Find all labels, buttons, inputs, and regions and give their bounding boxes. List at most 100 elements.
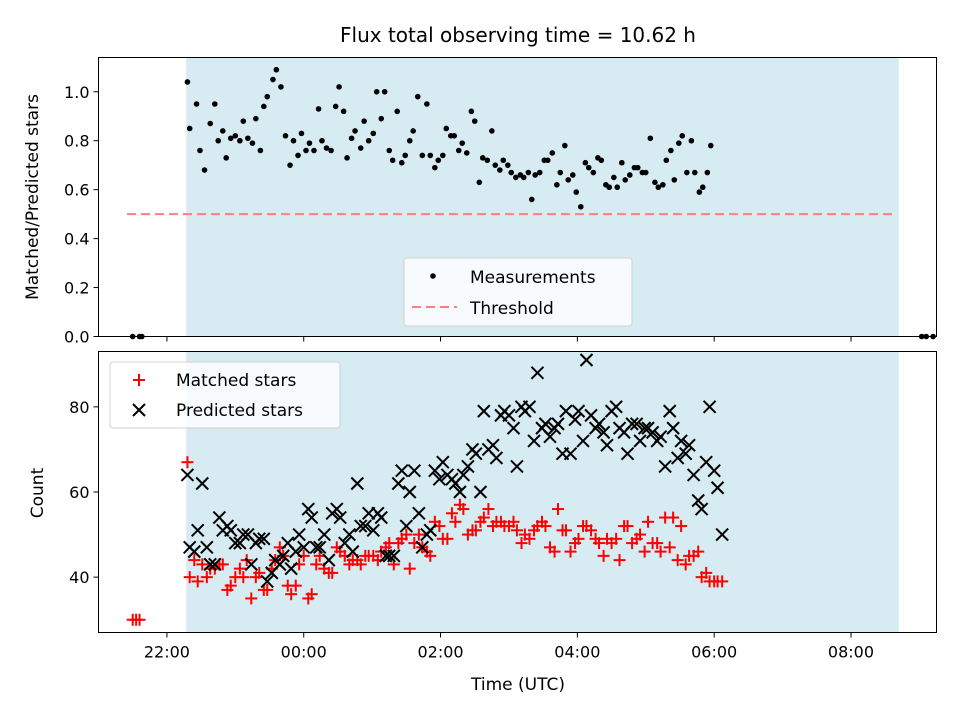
top-measurements-point [707, 142, 714, 149]
bottom-matched-stars-point [233, 562, 246, 575]
bottom-predicted-stars-point [391, 476, 406, 491]
bottom-matched-stars-point [551, 503, 564, 516]
bottom-matched-stars-point [663, 541, 676, 554]
top-measurements-point [197, 147, 203, 154]
bottom-predicted-stars-point [423, 523, 437, 538]
legend-measurements-marker [430, 273, 436, 279]
bottom-predicted-stars-point [456, 468, 471, 482]
top-measurements-point [270, 76, 276, 83]
bottom-matched-stars-point [412, 528, 425, 541]
bottom-x-tick-label: 02:00 [417, 643, 463, 662]
top-measurements-point [336, 84, 342, 90]
top-y-tick-label: 0.2 [64, 279, 89, 298]
top-measurements-point [389, 157, 396, 164]
bottom-predicted-stars-point [180, 468, 195, 482]
top-measurements-point [344, 155, 350, 161]
bottom-matched-stars-point [507, 515, 520, 528]
bottom-predicted-stars-point [666, 421, 680, 435]
top-measurements-point [590, 169, 597, 176]
bottom-matched-stars-point [188, 554, 201, 567]
top-measurements-point [508, 169, 515, 176]
bottom-predicted-stars-point [330, 502, 344, 516]
bottom-legend: Matched stars Predicted stars [109, 361, 341, 429]
bottom-predicted-stars-point [715, 527, 729, 542]
top-measurements-point [245, 135, 251, 142]
bottom-predicted-stars-point [304, 510, 319, 525]
bottom-matched-stars-point [675, 520, 688, 533]
bottom-predicted-stars-point [257, 532, 271, 546]
bottom-predicted-stars-point [301, 502, 315, 516]
top-measurements-point [315, 106, 322, 112]
bottom-predicted-stars-point [506, 421, 521, 435]
bottom-matched-stars-point [593, 537, 606, 550]
top-measurements-point [207, 120, 214, 127]
top-measurements-point [455, 147, 462, 154]
top-measurements-point [627, 172, 633, 178]
top-measurements-point [554, 181, 560, 188]
bottom-predicted-stars-point [625, 417, 639, 431]
legend-predicted-label: Predicted stars [176, 401, 303, 421]
top-measurements-point [287, 162, 293, 168]
top-measurements-point [406, 137, 413, 144]
bottom-predicted-stars-point [473, 485, 488, 499]
bottom-matched-stars-point [539, 520, 552, 533]
bottom-matched-stars-point [515, 537, 528, 550]
bottom-predicted-stars-point [354, 519, 368, 533]
bottom-matched-stars-point [667, 511, 680, 524]
top-measurements-point [273, 66, 280, 73]
top-measurements-point [655, 184, 662, 191]
bottom-predicted-stars-point [333, 510, 347, 525]
bottom-predicted-stars-point [694, 502, 709, 516]
bottom-matched-stars-point [424, 549, 437, 562]
bottom-predicted-stars-point [522, 400, 537, 414]
top-measurements-point [668, 147, 674, 154]
bottom-matched-stars-point [613, 554, 626, 567]
top-measurements-point [660, 181, 666, 188]
top-measurements-point [311, 147, 317, 154]
top-measurements-point [544, 157, 551, 164]
bottom-matched-stars-point [572, 532, 585, 545]
top-y-tick-label: 0.0 [64, 328, 89, 347]
top-measurements-point [536, 169, 543, 176]
legend-measurements-label: Measurements [470, 268, 596, 288]
top-measurements-point [479, 155, 486, 161]
bottom-predicted-stars-point [543, 429, 557, 444]
top-measurements-point [253, 115, 259, 122]
bottom-matched-stars-point [354, 558, 367, 571]
bottom-predicted-stars-point [200, 540, 214, 555]
bottom-predicted-stars-point [609, 400, 623, 414]
top-measurements-point [671, 177, 678, 183]
legend-matched-marker [133, 374, 145, 386]
top-measurements-point [237, 137, 243, 144]
top-measurements-point [704, 169, 711, 176]
top-measurements-point [569, 172, 576, 178]
bottom-predicted-stars-point [702, 400, 717, 414]
bottom-predicted-stars-point [346, 544, 360, 559]
bottom-predicted-stars-point [453, 485, 467, 499]
bottom-matched-stars-point [477, 511, 490, 524]
bottom-predicted-stars-point [596, 425, 611, 440]
bottom-predicted-stars-point [260, 574, 274, 589]
bottom-matched-stars-point [510, 524, 523, 537]
bottom-matched-stars-point [654, 545, 667, 558]
top-measurements-point [394, 108, 401, 115]
top-measurements-point [451, 133, 458, 139]
top-measurements-point [647, 135, 654, 142]
top-measurements-point [264, 93, 271, 100]
top-measurements-point [352, 128, 358, 134]
top-measurements-point [500, 157, 507, 164]
top-measurements-point [419, 152, 426, 159]
top-measurements-point [240, 118, 247, 124]
bottom-matched-stars-point [548, 545, 561, 558]
bottom-matched-stars-point [181, 456, 194, 469]
legend-predicted-marker [132, 403, 146, 417]
top-measurements-point [227, 135, 234, 142]
bottom-matched-stars-point [237, 571, 250, 584]
bottom-predicted-stars-point [203, 557, 217, 572]
bottom-predicted-stars-point [670, 451, 685, 465]
top-measurements-point [642, 169, 649, 176]
bottom-matched-stars-point [445, 507, 458, 520]
bottom-matched-stars-point [261, 583, 274, 596]
top-panel: Flux total observing time = 10.62 h 0.0 0… [23, 23, 937, 347]
top-measurements-point [298, 130, 305, 137]
